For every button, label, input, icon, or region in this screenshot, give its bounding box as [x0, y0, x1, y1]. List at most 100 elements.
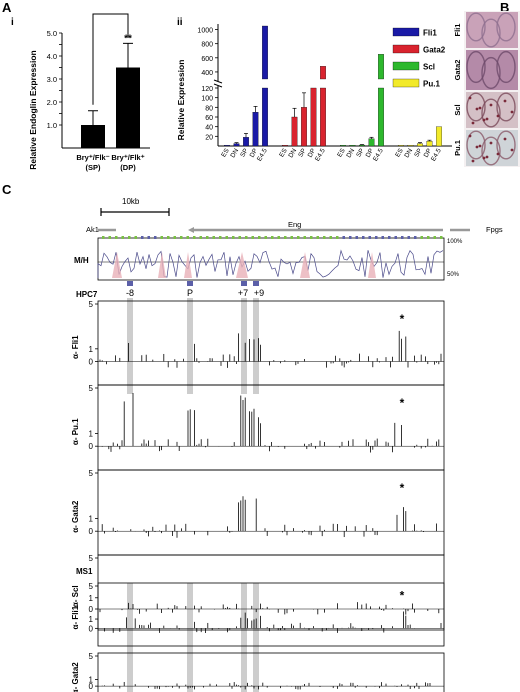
a-i-ytick-label: 4.0 [47, 52, 57, 61]
a-ii-bar [243, 137, 249, 147]
gene-label-fpgs: Fpgs [486, 225, 503, 234]
a-ii-ytick-label: 40 [205, 125, 213, 132]
element-marker [241, 281, 247, 286]
a-ii-bar [417, 143, 423, 147]
conservation-exon-mark [414, 236, 417, 239]
chip-track-label: α- Pu.1 [71, 418, 80, 445]
conservation-exon-mark [251, 236, 254, 239]
a-ii-ytick-label: 20 [205, 134, 213, 141]
a-ii-axis-break [213, 83, 223, 88]
a-i-ytick-label: 2.0 [47, 98, 57, 107]
a-ii-stage-label: SP [413, 148, 423, 159]
panel-b-stain-dot [496, 152, 500, 156]
conservation-peak [236, 252, 248, 278]
element-highlight [253, 298, 259, 394]
conservation-exon-mark [232, 236, 235, 239]
a-ii-legend-label: Pu.1 [423, 80, 440, 89]
panel-b-tissue-lobe [466, 50, 486, 84]
panel-b-tissue-lobe [481, 18, 501, 48]
a-ii-bar [301, 107, 307, 147]
a-ii-legend-swatch [392, 27, 420, 37]
a-ii-bar [378, 87, 384, 147]
conservation-exon-mark [199, 236, 202, 239]
conservation-exon-mark [154, 236, 157, 239]
panel-b-label: Gata2 [453, 60, 462, 81]
conservation-exon-mark [115, 236, 118, 239]
a-ii-bar [233, 143, 240, 147]
chip-track-box [97, 300, 445, 386]
a-ii-legend-label: Fli1 [423, 29, 437, 38]
a-ii-bar [262, 87, 268, 147]
chip-track-ytick-label: 5 [89, 469, 94, 478]
a-i-ytick-label: 3.0 [47, 75, 57, 84]
a-ii-bar [398, 145, 404, 147]
a-ii-bar [262, 25, 268, 80]
conservation-exon-mark [420, 236, 423, 239]
panel-b-stain-dot [485, 117, 489, 121]
element-marker [253, 281, 259, 286]
conservation-exon-mark [134, 236, 137, 239]
conservation-tick-50: 50% [447, 272, 460, 278]
panel-b-stain-dot [471, 121, 475, 125]
a-ii-ytick-label: 120 [201, 86, 213, 93]
panel-b-stain-dot [468, 96, 472, 100]
a-ii-bar [310, 87, 317, 147]
a-ii-bar [252, 112, 259, 147]
panel-b-stain-dot [468, 134, 472, 138]
conservation-peak [300, 252, 310, 278]
conservation-exon-mark [362, 236, 365, 239]
chip-track-ytick-label: 1 [89, 594, 94, 603]
a-ii-legend-swatch [392, 44, 420, 54]
chip-track-ytick-label: 0 [89, 442, 94, 451]
a-ii-bar [407, 145, 414, 147]
conservation-exon-mark [128, 236, 131, 239]
conservation-exon-mark [336, 236, 339, 239]
conservation-exon-mark [219, 236, 222, 239]
a-i-bar [81, 125, 105, 148]
a-ii-legend-label: Scl [423, 63, 435, 72]
a-ii-ytick-label: 1000 [197, 28, 213, 35]
chart-a-i: Relative Endoglin Expression 1.0 2.0 3.0 4.… [28, 13, 150, 172]
a-ii-legend-swatch [392, 78, 420, 88]
chip-track-label: α- Gata2 [71, 662, 80, 692]
conservation-box [97, 237, 445, 281]
panel-c: 10kb Ak1 Eng Fpgs M/H 100% 50% HPC7 MS1 … [71, 197, 503, 692]
chip-track-ytick-label: 1 [89, 429, 94, 438]
panel-b-tissue-lobe [481, 136, 501, 166]
conservation-exon-mark [349, 236, 352, 239]
conservation-exon-mark [303, 236, 306, 239]
chip-track-box [97, 469, 445, 556]
panel-b-label: Scl [453, 104, 462, 115]
a-ii-axis-break [213, 79, 223, 84]
conservation-peak [184, 252, 192, 278]
panel-b-tissue-lobe [466, 130, 486, 160]
element-highlight [253, 583, 259, 692]
a-i-category-label: (SP) [86, 163, 102, 172]
a-ii-legend-label: Gata2 [423, 46, 446, 55]
a-ii-stage-label: DN [229, 147, 240, 159]
a-ii-ytick-label: 80 [205, 105, 213, 112]
conservation-exon-mark [271, 236, 274, 239]
chip-track-ytick-label: 5 [89, 300, 94, 309]
panel-b-stain-dot [503, 137, 507, 141]
conservation-exon-mark [102, 236, 105, 239]
a-ii-stage-label: DN [345, 147, 356, 159]
a-i-ytick-label: 5.0 [47, 29, 57, 38]
a-ii-stage-label: E4.5 [256, 147, 269, 162]
conservation-exon-mark [225, 236, 228, 239]
a-ii-stage-label: ES [278, 147, 289, 159]
panel-b-tissue-lobe [481, 98, 501, 128]
conservation-exon-mark [342, 236, 345, 239]
chip-track-star: * [400, 588, 405, 602]
a-ii-stage-label: ES [336, 147, 347, 159]
chip-track-ytick-label: 5 [89, 554, 94, 563]
conservation-exon-mark [147, 236, 150, 239]
panel-b-stain-dot [503, 99, 507, 103]
panel-label-b: B [500, 0, 509, 15]
chart-a-ii: Relative Expression 20 40 60 80 100 120 400 600… [176, 24, 452, 163]
a-i-category-label: (DP) [120, 163, 136, 172]
conservation-peak [158, 252, 166, 278]
conservation-exon-mark [245, 236, 248, 239]
panel-b-tissue-lobe [496, 50, 516, 84]
